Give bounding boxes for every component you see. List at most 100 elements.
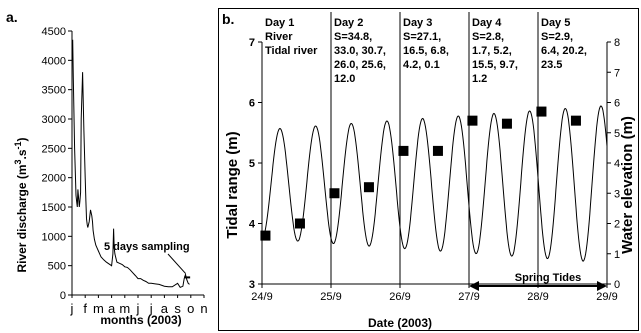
tidal-range-point (294, 218, 305, 229)
tidal-range-point (501, 118, 512, 129)
panel-b-left-ticks: 3 4 5 6 7 (249, 37, 262, 291)
panel-b-x-ticks: 24/9 25/9 26/9 27/9 28/9 29/9 (251, 284, 618, 303)
right-tick-label: 7 (614, 67, 620, 79)
right-tick-label: 1 (614, 249, 620, 261)
day-detail-line: Tidal river (265, 45, 318, 57)
y-tick-label: 3500 (42, 85, 66, 97)
month-tick-label: o (187, 301, 194, 316)
day-4-annotation: Day 4 S=2.8, 1.7, 5.2, 15.5, 9.7, 1.2 (472, 17, 518, 85)
y-label-close: ) (15, 137, 29, 141)
month-tick-label: n (200, 301, 207, 316)
tidal-range-point (570, 115, 581, 126)
month-tick-label: s (174, 301, 181, 316)
panel-b-left-axis-label: Tidal range (m) (224, 131, 241, 238)
panel-b-frame (218, 8, 639, 331)
y-tick-label: 3000 (42, 114, 66, 126)
y-label-sup: 3 (13, 159, 23, 164)
panel-b-axes (261, 42, 608, 285)
day-title: Day 1 (265, 17, 294, 29)
panel-b-x-axis-label: Date (2003) (368, 316, 432, 330)
svg-text:River discharge (m3.s-1): River discharge (m3.s-1) (13, 137, 29, 272)
day-detail-line: S=27.1, (403, 31, 441, 43)
panel-a-x-axis-label: months (2003) (100, 313, 181, 327)
day-title: Day 4 (472, 17, 502, 29)
tidal-range-points (260, 106, 581, 241)
y-tick-label: 2500 (42, 143, 66, 155)
right-tick-label: 4 (614, 158, 620, 170)
left-tick-label: 4 (249, 219, 256, 231)
day-detail-line: 23.5 (541, 59, 562, 71)
right-tick-label: 0 (614, 279, 620, 291)
month-tick-label: a (108, 301, 116, 316)
y-tick-label: 4500 (42, 26, 66, 38)
panel-a-y-ticks: 0 500 1000 1500 2000 2500 3000 3500 4000 4500 (42, 26, 72, 302)
right-tick-label: 3 (614, 188, 620, 200)
month-tick-label: j (70, 301, 74, 316)
sampling-annotation-arrow (167, 253, 186, 274)
day-3-annotation: Day 3 S=27.1, 16.5, 6.8, 4.2, 0.1 (403, 17, 449, 71)
y-tick-label: 4000 (42, 55, 66, 67)
panel-a-label: a. (6, 9, 18, 25)
day-detail-line: 6.4, 20.2, (541, 45, 587, 57)
y-tick-label: 2000 (42, 173, 66, 185)
day-detail-line: S=2.9, (541, 31, 573, 43)
date-tick-label: 27/9 (458, 291, 479, 303)
y-label-main: River discharge (m (15, 165, 29, 273)
left-tick-label: 5 (249, 158, 255, 170)
panel-a-axes (71, 31, 204, 296)
left-tick-label: 3 (249, 279, 255, 291)
month-tick-label: a (161, 301, 169, 316)
y-tick-label: 500 (48, 261, 66, 273)
left-tick-label: 6 (249, 98, 255, 110)
month-tick-label: m (93, 301, 104, 316)
month-tick-label: f (83, 301, 87, 316)
y-label-unit: .s (15, 149, 29, 159)
month-tick-label: m (119, 301, 130, 316)
panel-a-y-axis-label: River discharge (m3.s-1) (13, 137, 29, 272)
day-detail-line: 12.0 (334, 73, 355, 85)
day-detail-line: S=2.8, (472, 31, 504, 43)
spring-tides-annotation: Spring Tides (469, 272, 607, 291)
day-detail-line: 33.0, 30.7, (334, 45, 386, 57)
spring-tides-arrowhead-right (597, 281, 607, 291)
water-elevation-curve (261, 105, 608, 262)
day-title: Day 5 (541, 17, 570, 29)
y-tick-label: 1500 (42, 202, 66, 214)
discharge-line (71, 39, 190, 289)
panel-b: b. Tidal range (m) Water elevation (m) 3… (218, 8, 639, 331)
month-tick-label: j (136, 301, 140, 316)
date-tick-label: 26/9 (389, 291, 410, 303)
tidal-range-point (363, 182, 374, 193)
tidal-range-point (432, 145, 443, 156)
tidal-range-point (536, 106, 547, 117)
tidal-range-point (260, 230, 271, 241)
day-annotations: Day 1 River Tidal river Day 2 S=34.8, 33.0, 3… (265, 17, 587, 85)
left-tick-label: 7 (249, 37, 255, 49)
day-detail-line: 26.0, 25.6, (334, 59, 386, 71)
date-tick-label: 25/9 (320, 291, 341, 303)
day-detail-line: 15.5, 9.7, (472, 59, 518, 71)
panel-b-right-ticks: 0 1 2 3 4 5 6 7 8 (607, 37, 620, 291)
date-tick-label: 28/9 (527, 291, 548, 303)
right-tick-label: 5 (614, 128, 620, 140)
day-5-annotation: Day 5 S=2.9, 6.4, 20.2, 23.5 (541, 17, 587, 71)
tidal-range-point (329, 188, 340, 199)
sampling-annotation: 5 days sampling (104, 241, 191, 279)
panel-b-right-axis-label: Water elevation (m) (619, 116, 636, 254)
day-detail-line: 4.2, 0.1 (403, 59, 440, 71)
y-label-sup2: -1 (13, 141, 23, 149)
y-tick-label: 0 (60, 290, 66, 302)
right-tick-label: 8 (614, 37, 620, 49)
day-detail-line: River (265, 31, 293, 43)
y-tick-label: 1000 (42, 231, 66, 243)
day-detail-line: 1.7, 5.2, (472, 45, 512, 57)
day-detail-line: S=34.8, (334, 31, 372, 43)
day-title: Day 2 (334, 17, 363, 29)
spring-tides-label: Spring Tides (515, 272, 581, 284)
tidal-range-point (467, 115, 478, 126)
day-1-annotation: Day 1 River Tidal river (265, 17, 318, 57)
sampling-annotation-text: 5 days sampling (104, 241, 190, 253)
day-title: Day 3 (403, 17, 432, 29)
